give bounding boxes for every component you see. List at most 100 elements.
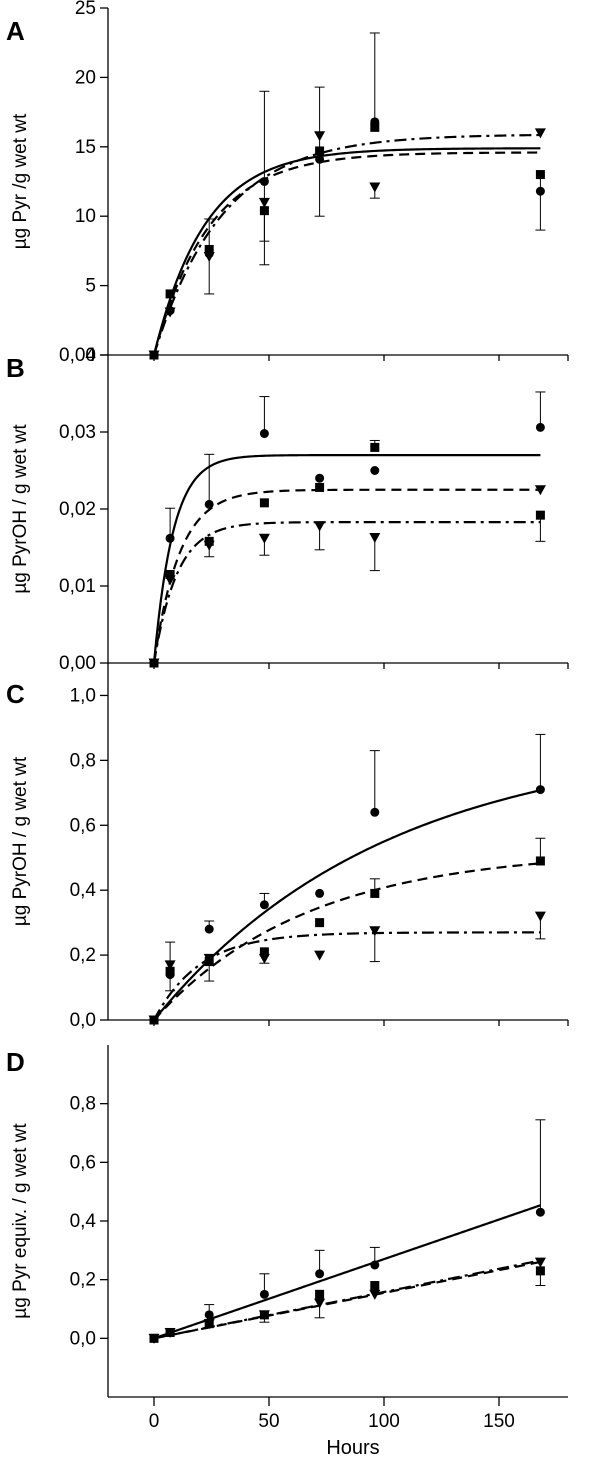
fit-line-dashed bbox=[152, 488, 541, 664]
y-tick-label: 0,01 bbox=[59, 576, 96, 597]
x-axis-label: Hours bbox=[326, 1437, 379, 1459]
data-point-triangle bbox=[164, 575, 176, 586]
data-point-square bbox=[535, 510, 545, 520]
x-tick-label: 150 bbox=[483, 1411, 515, 1432]
data-point-square bbox=[535, 1266, 545, 1276]
y-tick-label: 0,03 bbox=[59, 422, 96, 443]
data-point-square bbox=[259, 498, 269, 508]
fit-line-solid bbox=[153, 1204, 541, 1340]
data-point-triangle bbox=[369, 1289, 381, 1300]
data-point-circle bbox=[535, 785, 545, 795]
y-tick-label: 0 bbox=[85, 345, 96, 366]
data-point-triangle bbox=[314, 521, 326, 532]
data-point-circle bbox=[204, 924, 214, 934]
panel-b: B 0,00 0,01 0,02 0,03 0,04 µg PyrOH / g wet wt bbox=[6, 345, 569, 674]
data-point-circle bbox=[315, 1269, 325, 1279]
x-tick-label: 100 bbox=[368, 1411, 400, 1432]
data-point-triangle bbox=[148, 350, 160, 361]
y-tick-label: 5 bbox=[85, 276, 96, 297]
data-point-circle bbox=[259, 1289, 269, 1299]
y-tick-label: 0,0 bbox=[70, 1328, 96, 1349]
y-tick-label: 0,4 bbox=[70, 1211, 97, 1232]
y-tick-label: 15 bbox=[75, 137, 96, 158]
data-point-circle bbox=[204, 499, 214, 509]
y-tick-label: 0,8 bbox=[70, 750, 96, 771]
series-circle bbox=[149, 391, 546, 668]
series-triangle-down bbox=[148, 485, 546, 669]
y-tick-label: 0,00 bbox=[59, 653, 96, 674]
y-axis-label: µg PyrOH / g wet wt bbox=[10, 424, 31, 594]
data-point-circle bbox=[259, 429, 269, 439]
fit-line-dashed bbox=[153, 1260, 541, 1340]
data-point-triangle bbox=[369, 532, 381, 543]
y-tick-label: 25 bbox=[75, 0, 96, 19]
data-point-circle bbox=[535, 422, 545, 432]
data-point-circle bbox=[259, 900, 269, 910]
y-tick-label: 0,6 bbox=[70, 1152, 96, 1173]
panel-letter: C bbox=[6, 679, 25, 709]
panel-letter: A bbox=[6, 16, 25, 46]
data-point-square bbox=[370, 122, 380, 132]
data-point-triangle bbox=[203, 251, 215, 262]
data-point-triangle bbox=[258, 953, 270, 964]
series-triangle-down bbox=[148, 128, 546, 361]
data-point-circle bbox=[370, 1260, 380, 1270]
data-point-triangle bbox=[203, 1319, 215, 1330]
data-point-triangle bbox=[148, 1333, 160, 1344]
series-square bbox=[149, 1260, 546, 1343]
data-point-triangle bbox=[258, 1310, 270, 1321]
data-point-triangle bbox=[369, 182, 381, 193]
data-point-square bbox=[535, 170, 545, 180]
data-point-triangle bbox=[203, 540, 215, 551]
series-square bbox=[149, 86, 546, 360]
fit-line-dashdot bbox=[153, 1259, 541, 1340]
data-point-circle bbox=[315, 888, 325, 898]
fit-line-solid bbox=[153, 789, 541, 1021]
data-point-triangle bbox=[148, 658, 160, 669]
panel-letter: D bbox=[6, 1047, 25, 1077]
y-tick-label: 0,02 bbox=[59, 499, 96, 520]
data-point-triangle bbox=[534, 911, 546, 922]
x-tick-label: 50 bbox=[258, 1411, 279, 1432]
panel-d: D 0,0 0,2 0,4 0,6 0,8 µg Pyr equiv. / g wet wt… bbox=[6, 1045, 568, 1432]
fit-line-dashdot bbox=[153, 931, 541, 1021]
data-point-triangle bbox=[314, 131, 326, 142]
y-tick-label: 0,8 bbox=[70, 1094, 96, 1115]
data-point-square bbox=[370, 888, 380, 898]
x-tick-label: 0 bbox=[149, 1411, 160, 1432]
data-point-square bbox=[370, 1281, 380, 1291]
series-triangle-down bbox=[148, 911, 546, 1026]
data-point-square bbox=[370, 442, 380, 452]
y-axis-label: µg PyrOH / g wet wt bbox=[10, 756, 31, 926]
fit-line-solid bbox=[152, 147, 541, 356]
data-point-triangle bbox=[148, 1015, 160, 1026]
y-tick-label: 0,2 bbox=[70, 1270, 96, 1291]
y-axis-label: µg Pyr equiv. / g wet wt bbox=[10, 1123, 31, 1319]
data-point-square bbox=[315, 918, 325, 928]
data-point-circle bbox=[204, 1310, 214, 1320]
data-point-triangle bbox=[534, 485, 546, 496]
data-point-square bbox=[259, 947, 269, 957]
fit-line-dashed bbox=[153, 862, 541, 1021]
y-tick-label: 1,0 bbox=[70, 685, 96, 706]
data-point-square bbox=[535, 856, 545, 866]
fit-line-dashdot bbox=[152, 133, 541, 356]
data-point-square bbox=[165, 289, 175, 299]
data-point-square bbox=[165, 569, 175, 579]
fit-line-solid bbox=[152, 454, 541, 664]
data-point-circle bbox=[315, 473, 325, 483]
data-point-square bbox=[315, 1289, 325, 1299]
series-triangle-down bbox=[148, 1257, 546, 1344]
data-point-square bbox=[315, 146, 325, 156]
data-point-triangle bbox=[164, 1327, 176, 1338]
data-point-triangle bbox=[258, 533, 270, 544]
y-tick-label: 0,04 bbox=[59, 345, 96, 366]
data-point-triangle bbox=[314, 1298, 326, 1309]
data-point-triangle bbox=[164, 307, 176, 318]
data-point-circle bbox=[165, 533, 175, 543]
data-point-triangle bbox=[534, 1257, 546, 1268]
data-point-circle bbox=[370, 466, 380, 475]
fit-line-dashdot bbox=[152, 520, 541, 664]
panel-letter: B bbox=[6, 353, 25, 383]
